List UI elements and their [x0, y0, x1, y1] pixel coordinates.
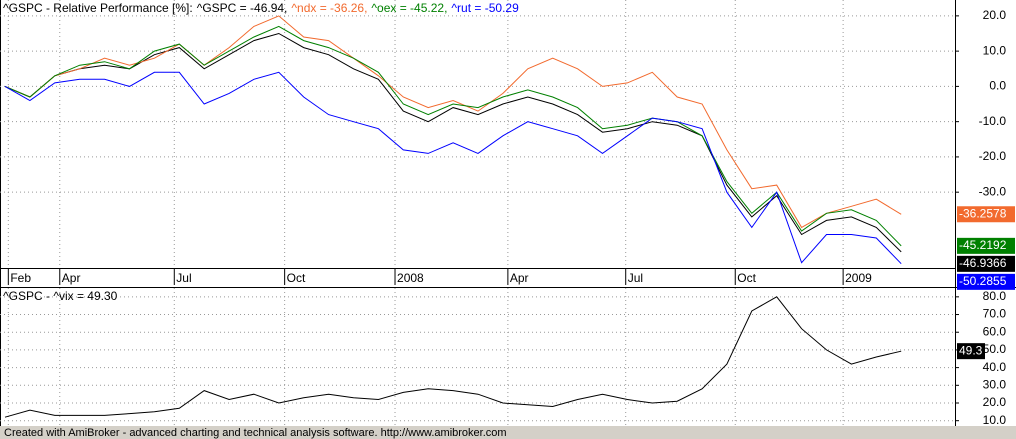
value-marker-label: -50.2855: [959, 274, 1007, 288]
value-marker-label: -45.2192: [959, 238, 1007, 252]
value-marker: [957, 343, 985, 360]
value-marker: [957, 206, 1015, 223]
series-line: [4, 296, 902, 418]
y-tick-label: 20.0: [983, 8, 1007, 22]
legend-entry: ^ndx = -36.26,: [291, 1, 367, 15]
x-tick-label: Apr: [510, 271, 529, 285]
x-tick-label: Jul: [628, 271, 643, 285]
value-marker: [957, 255, 1015, 272]
y-tick-label: -20.0: [979, 149, 1007, 163]
x-tick-label: Oct: [737, 271, 756, 285]
x-tick-label: Jul: [176, 271, 191, 285]
y-tick-label: 10.0: [983, 43, 1007, 57]
x-tick-label: 2009: [845, 271, 872, 285]
pane-title-text: ^GSPC - Relative Performance [%]:: [3, 1, 193, 15]
value-marker: [957, 273, 1015, 290]
x-tick-label: Apr: [62, 271, 81, 285]
y-tick-label: 30.0: [983, 377, 1007, 391]
y-tick-label: -10.0: [979, 114, 1007, 128]
pane-title: ^GSPC - Relative Performance [%]: ^GSPC =…: [3, 1, 519, 15]
series-line: [4, 25, 902, 247]
value-marker-label: -46.9366: [959, 256, 1007, 270]
pane-title: ^GSPC - ^vix = 49.30: [3, 289, 118, 303]
y-tick-label: -30.0: [979, 184, 1007, 198]
y-tick-label: 60.0: [983, 324, 1007, 338]
series-line: [4, 32, 902, 253]
value-marker-label: -36.2578: [959, 206, 1007, 220]
y-tick-label: 70.0: [983, 307, 1007, 321]
y-tick-label: 20.0: [983, 395, 1007, 409]
y-tick-label: 10.0: [983, 413, 1007, 427]
legend-entry: ^GSPC = -46.94,: [197, 1, 288, 15]
footer-text: Created with AmiBroker - advanced charti…: [4, 427, 507, 439]
legend-entry: ^oex = -45.22,: [371, 1, 447, 15]
y-tick-label: 40.0: [983, 360, 1007, 374]
series-line: [4, 15, 902, 229]
y-tick-label: 80.0: [983, 289, 1007, 303]
x-tick-label: Feb: [10, 271, 31, 285]
series-line: [4, 71, 902, 265]
legend-entry: ^rut = -50.29: [451, 1, 519, 15]
legend-entry: ^vix = 49.30: [53, 289, 117, 303]
x-tick-label: Oct: [287, 271, 306, 285]
value-marker-label: 49.3: [959, 343, 983, 357]
pane-title-text: ^GSPC -: [3, 289, 53, 303]
x-tick-label: 2008: [397, 271, 424, 285]
footer-bar: [0, 426, 1016, 439]
y-tick-label: 50.0: [983, 342, 1007, 356]
y-tick-label: 0.0: [989, 79, 1006, 93]
value-marker: [957, 237, 1015, 254]
